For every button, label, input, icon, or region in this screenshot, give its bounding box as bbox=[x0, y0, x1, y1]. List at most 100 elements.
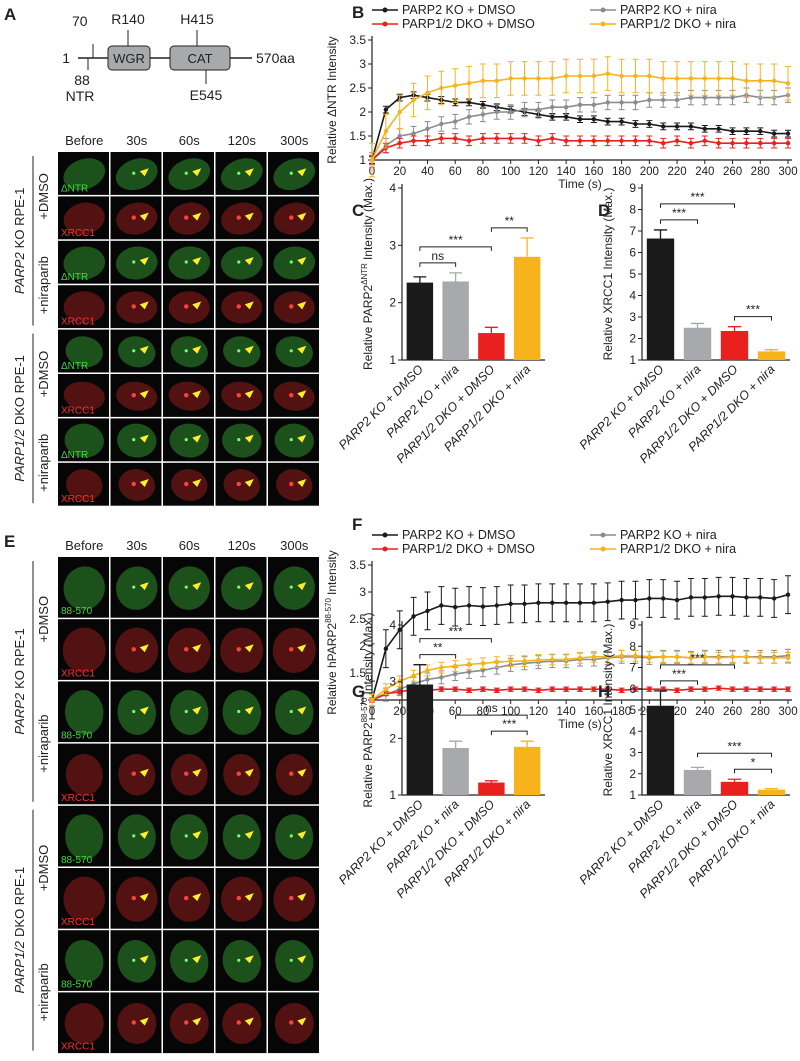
error-bar bbox=[764, 349, 779, 352]
arrowhead bbox=[297, 955, 307, 964]
arrowhead bbox=[297, 644, 307, 653]
damage-spot bbox=[237, 585, 241, 589]
data-point bbox=[688, 687, 694, 692]
arrowhead bbox=[139, 830, 149, 839]
data-point bbox=[466, 688, 472, 693]
data-point bbox=[439, 136, 444, 141]
bar bbox=[720, 781, 749, 795]
legend-label: PARP1/2 DKO + DMSO bbox=[402, 17, 535, 31]
data-point bbox=[716, 141, 721, 146]
group-label: PARP2 KO RPE-1 bbox=[12, 188, 27, 294]
channel-label: XRCC1 bbox=[61, 1042, 95, 1053]
panel-letter: A bbox=[4, 5, 16, 24]
data-point bbox=[744, 654, 749, 659]
arrowhead bbox=[139, 706, 149, 715]
arrowhead bbox=[297, 893, 307, 902]
data-point bbox=[577, 687, 583, 692]
data-point bbox=[688, 76, 694, 81]
data-point bbox=[466, 114, 472, 120]
data-point bbox=[439, 675, 444, 680]
legend-label: PARP1/2 DKO + nira bbox=[620, 17, 736, 31]
arrowhead bbox=[192, 390, 202, 399]
data-point bbox=[466, 603, 472, 608]
data-point bbox=[508, 601, 513, 607]
nucleus bbox=[168, 566, 210, 610]
panel-letter: F bbox=[352, 515, 362, 534]
damage-spot bbox=[236, 647, 241, 652]
data-point bbox=[661, 654, 666, 659]
x-tick-label: 220 bbox=[667, 166, 686, 178]
x-tick-label: 120 bbox=[529, 166, 548, 178]
x-tick-label: 300 bbox=[778, 706, 797, 718]
data-point bbox=[758, 129, 763, 134]
arrowhead bbox=[139, 955, 149, 964]
data-point bbox=[605, 654, 610, 659]
treatment-label: +DMSO bbox=[36, 351, 51, 398]
legend-marker bbox=[600, 21, 606, 27]
arrowhead bbox=[192, 1017, 202, 1026]
damage-spot bbox=[131, 481, 136, 487]
arrowhead bbox=[244, 893, 254, 902]
nucleus bbox=[116, 381, 158, 411]
y-tick-label: 4 bbox=[629, 289, 636, 303]
nucleus bbox=[223, 753, 261, 796]
data-point bbox=[494, 660, 499, 665]
damage-spot bbox=[184, 260, 188, 264]
column-header: 60s bbox=[179, 133, 200, 148]
data-point bbox=[619, 597, 624, 603]
damage-spot bbox=[131, 215, 136, 220]
x-axis-label: Time (s) bbox=[558, 717, 602, 731]
nucleus bbox=[117, 814, 156, 860]
data-point bbox=[633, 653, 638, 658]
nucleus bbox=[276, 469, 313, 501]
data-point bbox=[494, 603, 499, 608]
damage-spot bbox=[237, 171, 241, 175]
significance-bracket bbox=[660, 219, 698, 224]
y-tick-label: 7 bbox=[629, 224, 636, 238]
error-bar bbox=[449, 272, 463, 282]
legend-label: PARP1/2 DKO + nira bbox=[620, 542, 736, 556]
channel-label: XRCC1 bbox=[61, 917, 95, 928]
domain-box bbox=[169, 45, 231, 71]
significance-label: ** bbox=[433, 641, 443, 655]
data-point bbox=[771, 596, 777, 601]
nucleus bbox=[170, 690, 209, 735]
damage-spot bbox=[289, 958, 293, 962]
data-point bbox=[425, 138, 430, 143]
nucleus bbox=[274, 1003, 314, 1044]
bar bbox=[442, 747, 469, 795]
data-point bbox=[411, 131, 416, 136]
data-point bbox=[480, 102, 486, 108]
x-tick-label: 20 bbox=[393, 166, 406, 178]
nucleus bbox=[273, 246, 316, 280]
significance-label: *** bbox=[449, 233, 463, 247]
data-point bbox=[674, 597, 680, 603]
significance-bracket bbox=[660, 680, 698, 685]
data-point bbox=[605, 687, 610, 692]
data-point bbox=[494, 109, 499, 115]
data-point bbox=[536, 688, 541, 693]
data-point bbox=[744, 78, 749, 84]
data-point bbox=[674, 654, 680, 659]
data-point bbox=[716, 594, 721, 599]
data-point bbox=[563, 114, 569, 120]
y-tick-label: 1 bbox=[359, 153, 366, 167]
data-point bbox=[591, 117, 597, 122]
damage-spot bbox=[289, 709, 293, 714]
data-point bbox=[577, 655, 583, 661]
data-point bbox=[661, 76, 666, 81]
nucleus bbox=[66, 469, 103, 501]
damage-spot bbox=[236, 481, 241, 487]
bar bbox=[513, 256, 541, 360]
error-bar bbox=[764, 787, 779, 790]
panel-letter: G bbox=[352, 682, 365, 701]
data-point bbox=[577, 138, 583, 143]
data-point bbox=[563, 138, 569, 143]
data-point bbox=[633, 121, 638, 127]
nucleus bbox=[118, 753, 156, 796]
data-point bbox=[758, 655, 763, 661]
data-point bbox=[785, 131, 791, 136]
arrowhead bbox=[192, 644, 202, 653]
data-point bbox=[397, 141, 402, 146]
x-tick-label: 160 bbox=[584, 706, 603, 718]
